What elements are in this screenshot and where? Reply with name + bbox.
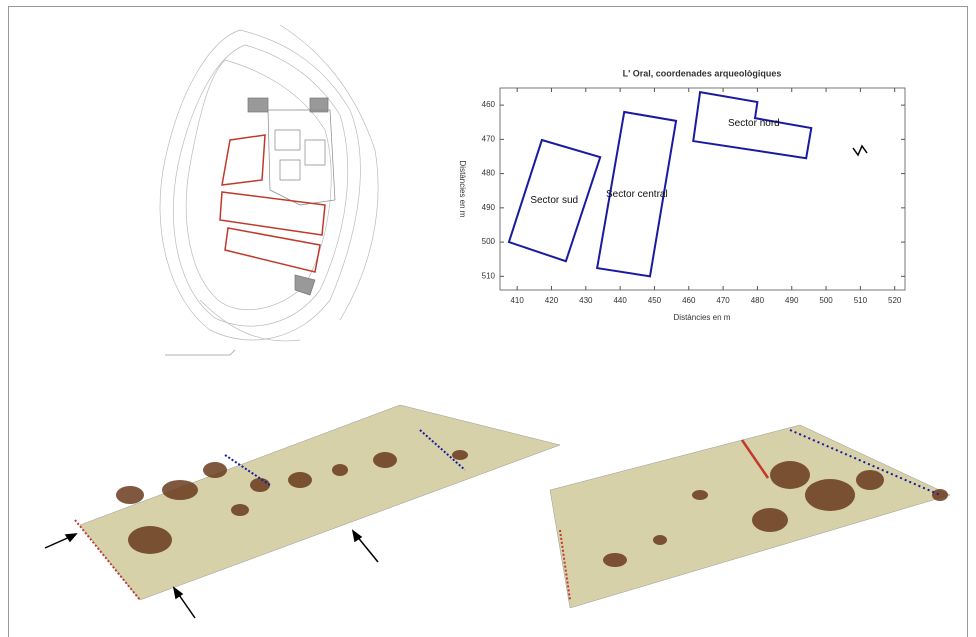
x-tick-label: 480 bbox=[751, 296, 765, 305]
x-tick-label: 420 bbox=[545, 296, 559, 305]
x-tick-label: 450 bbox=[648, 296, 662, 305]
y-tick-label: 510 bbox=[482, 271, 496, 280]
sector-label: Sector sud bbox=[530, 195, 578, 206]
sector-label: Sector central bbox=[606, 189, 668, 200]
x-axis-label: Distàncies en m bbox=[674, 313, 731, 322]
sector-label: Sector nord bbox=[728, 118, 780, 129]
chart-title: L' Oral, coordenades arqueològiques bbox=[623, 68, 782, 78]
x-tick-label: 440 bbox=[613, 296, 627, 305]
figure: L' Oral, coordenades arqueològiques Dist… bbox=[0, 0, 976, 637]
y-tick-label: 460 bbox=[482, 100, 496, 109]
x-tick-label: 410 bbox=[510, 296, 524, 305]
y-tick-label: 500 bbox=[482, 237, 496, 246]
x-tick-label: 490 bbox=[785, 296, 799, 305]
x-tick-label: 520 bbox=[888, 296, 902, 305]
x-tick-label: 460 bbox=[682, 296, 696, 305]
y-tick-label: 490 bbox=[482, 203, 496, 212]
y-tick-label: 480 bbox=[482, 169, 496, 178]
x-tick-label: 500 bbox=[819, 296, 833, 305]
y-axis-label: Distàncies en m bbox=[458, 161, 467, 218]
x-tick-label: 430 bbox=[579, 296, 593, 305]
y-tick-label: 470 bbox=[482, 134, 496, 143]
x-tick-label: 510 bbox=[854, 296, 868, 305]
x-tick-label: 470 bbox=[716, 296, 730, 305]
